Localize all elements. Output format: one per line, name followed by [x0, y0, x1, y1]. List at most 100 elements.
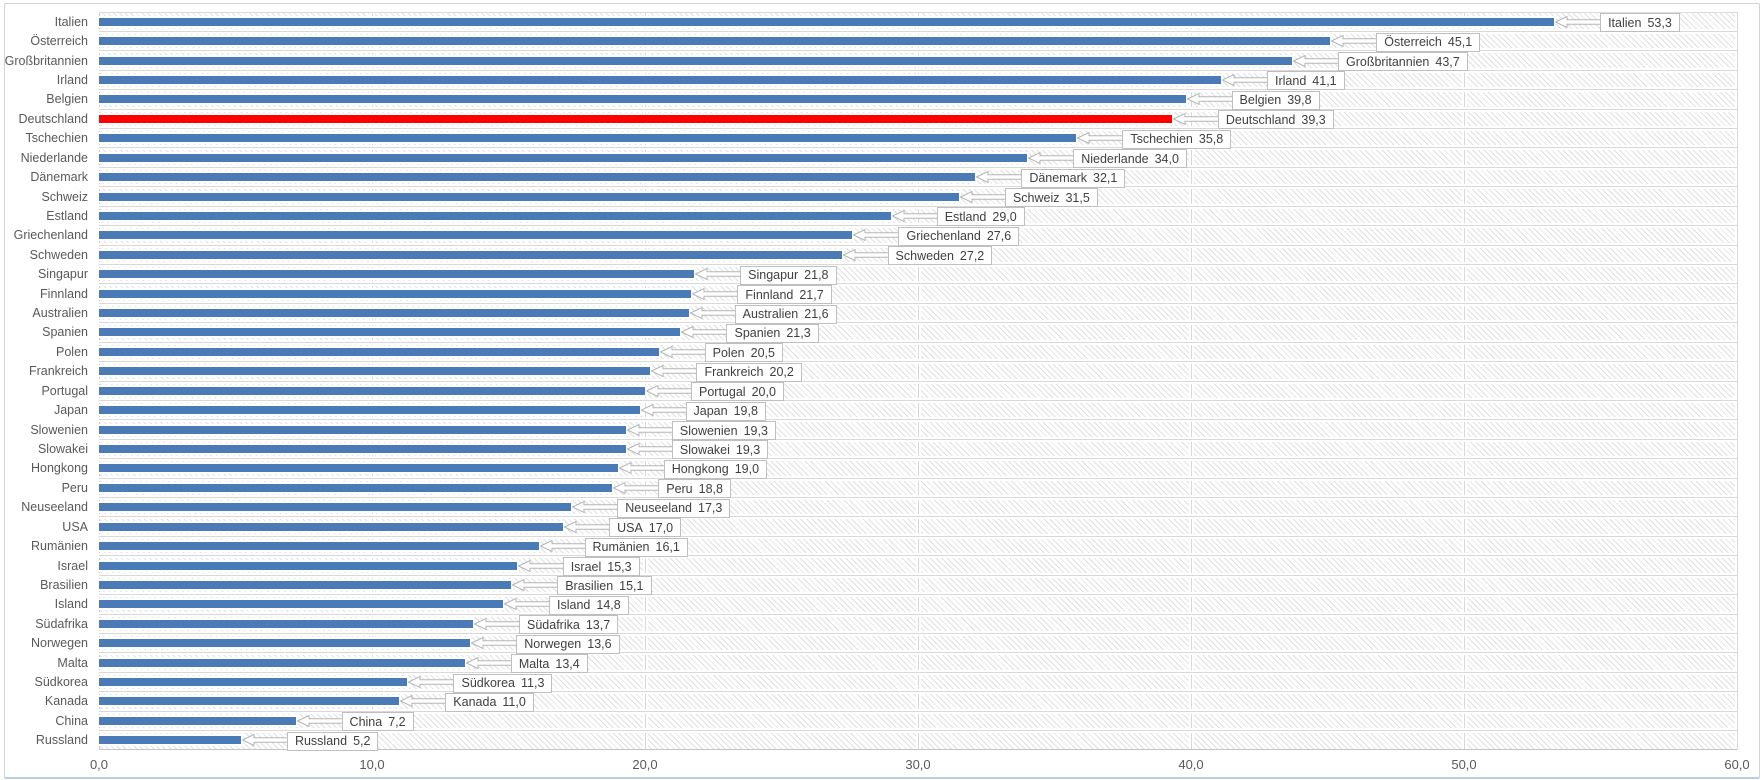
data-label-callout: Italien 53,3 [1600, 13, 1680, 33]
data-label-callout: Portugal 20,0 [691, 382, 784, 402]
data-label-callout: Russland 5,2 [286, 731, 379, 751]
gridline-horizontal [99, 456, 1737, 462]
callout-value: 43,7 [1435, 54, 1460, 69]
data-label-callout: Deutschland 39,3 [1217, 110, 1334, 130]
callout-arrow-icon [1222, 73, 1269, 87]
gridline-horizontal [99, 669, 1737, 675]
category-label: Schweden [29, 247, 88, 262]
category-label: Hongkong [31, 461, 88, 476]
callout-value: 32,1 [1093, 171, 1118, 186]
callout-arrow-icon [695, 267, 742, 281]
data-label-callout: Belgien 39,8 [1231, 90, 1320, 110]
bar [97, 442, 628, 455]
data-label-callout: Südafrika 13,7 [519, 615, 619, 635]
callout-value: 17,3 [698, 501, 723, 516]
gridline-horizontal [99, 145, 1737, 151]
callout-value: 41,1 [1312, 73, 1337, 88]
callout-arrow-icon [1172, 112, 1219, 126]
bar [97, 248, 844, 261]
bar [97, 520, 566, 533]
data-label-callout: Irland 41,1 [1267, 71, 1345, 91]
callout-value: 13,7 [585, 617, 611, 632]
bar [97, 656, 467, 669]
gridline-horizontal [99, 728, 1737, 734]
category-label: Italien [54, 14, 88, 29]
category-label: Slowakei [37, 441, 88, 456]
gridline-horizontal [99, 203, 1737, 209]
callout-value: 31,5 [1065, 190, 1090, 205]
data-label-callout: Rumänien 16,1 [584, 537, 688, 557]
gridline-horizontal [99, 495, 1737, 501]
callout-value: 5,2 [353, 734, 371, 749]
callout-category: Malta [518, 656, 550, 671]
callout-value: 7,2 [388, 714, 406, 729]
callout-arrow-icon [564, 520, 611, 533]
callout-category: Polen [712, 345, 745, 360]
bar [97, 268, 697, 281]
gridline-horizontal [99, 164, 1737, 170]
category-label: Niederlande [20, 150, 88, 165]
bar [97, 190, 961, 203]
data-label-callout: Australien 21,6 [734, 304, 837, 324]
callout-arrow-icon [517, 559, 564, 572]
callout-category: Slowenien [679, 423, 738, 438]
bar [97, 598, 506, 611]
gridline-horizontal [99, 359, 1737, 365]
callout-category: Kanada [453, 695, 497, 710]
bar [97, 35, 1333, 48]
bar [97, 384, 647, 397]
bar [97, 578, 514, 591]
data-label-callout: Peru 18,8 [658, 479, 731, 499]
callout-value: 20,2 [769, 365, 794, 380]
category-label: Peru [61, 480, 88, 495]
gridline-horizontal [99, 67, 1737, 73]
callout-value: 15,1 [619, 578, 644, 593]
category-label: Malta [57, 655, 88, 670]
callout-value: 18,8 [698, 481, 723, 496]
callout-arrow-icon [640, 403, 687, 417]
callout-value: 27,2 [959, 248, 985, 263]
category-label: Rumänien [31, 539, 88, 554]
data-label-callout: Estland 29,0 [936, 207, 1025, 227]
gridline-horizontal [99, 48, 1737, 54]
callout-arrow-icon [613, 481, 660, 495]
callout-value: 20,5 [750, 345, 775, 360]
data-label-callout: Slowakei 19,3 [671, 440, 769, 460]
callout-category: Spanien [734, 326, 781, 341]
bar [97, 540, 541, 553]
data-label-callout: Japan 19,8 [685, 401, 766, 421]
category-label: Japan [53, 403, 88, 418]
callout-arrow-icon [1293, 54, 1339, 67]
bar [97, 209, 893, 222]
callout-arrow-icon [626, 423, 673, 436]
gridline-horizontal [99, 553, 1737, 559]
callout-category: Russland [294, 734, 348, 749]
callout-value: 19,3 [743, 423, 768, 438]
gridline-horizontal [99, 106, 1737, 112]
gridline-horizontal [99, 184, 1737, 190]
callout-arrow-icon [651, 364, 698, 378]
callout-category: Neuseeland [625, 501, 692, 516]
bar [97, 462, 620, 475]
bar [97, 307, 691, 320]
category-label: Griechenland [13, 228, 88, 243]
callout-category: Dänemark [1029, 171, 1087, 186]
callout-category: USA [617, 520, 643, 535]
callout-arrow-icon [474, 617, 520, 631]
bar [97, 15, 1557, 28]
bar [97, 93, 1188, 106]
callout-category: Hongkong [671, 462, 729, 477]
data-label-callout: Dänemark 32,1 [1021, 168, 1126, 188]
gridline-horizontal [99, 28, 1737, 34]
callout-value: 19,3 [735, 442, 761, 457]
data-label-callout: Schweiz 31,5 [1004, 188, 1098, 207]
category-label: Großbritannien [4, 53, 88, 68]
callout-value: 13,4 [555, 656, 580, 671]
callout-category: Frankreich [704, 365, 764, 380]
callout-arrow-icon [241, 733, 288, 747]
bar [97, 171, 978, 184]
category-label: Norwegen [31, 636, 88, 651]
callout-arrow-icon [1555, 15, 1602, 28]
callout-value: 27,6 [986, 229, 1012, 244]
callout-value: 19,8 [733, 404, 758, 419]
